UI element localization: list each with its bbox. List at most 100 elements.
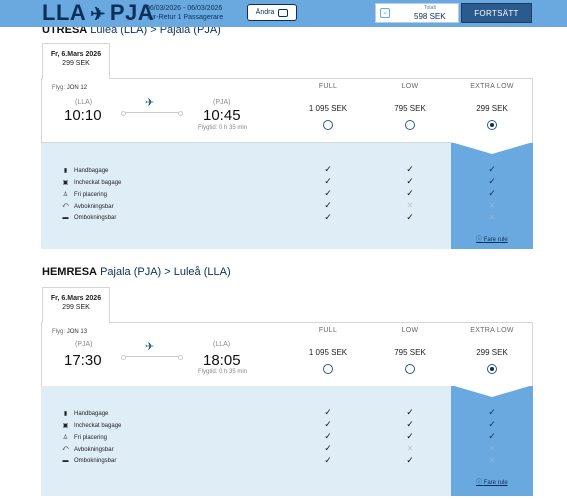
check-icon: ✓ bbox=[324, 164, 332, 174]
outbound-arr-time: 10:45 bbox=[203, 107, 241, 124]
check-icon: ✓ bbox=[324, 200, 332, 210]
check-icon: ✓ bbox=[324, 443, 332, 453]
feature-label: Avbokningsbar bbox=[74, 446, 114, 453]
checked-bag-icon: ▣ bbox=[62, 423, 69, 429]
selected-notch bbox=[451, 385, 533, 397]
outbound-features-panel: ⓘ Fare rule ▮ Handbagage ✓ ✓ ✓ ▣ Incheckat bag… bbox=[41, 142, 533, 249]
fare-rule-link[interactable]: ⓘ Fare rule bbox=[476, 237, 508, 243]
inbound-route: Pajala (PJA) > Luleå (LLA) bbox=[100, 266, 231, 278]
feature-label: Handbagage bbox=[74, 167, 109, 174]
fare-header-full: FULL bbox=[318, 83, 338, 90]
total-value: 598 SEK bbox=[414, 12, 446, 21]
feature-label: Incheckat bagage bbox=[74, 179, 122, 186]
fare-radio-full[interactable] bbox=[323, 364, 333, 374]
outbound-label: UTRESA bbox=[42, 24, 88, 36]
outbound-section-title: UTRESA Luleå (LLA) > Pajala (PJA) bbox=[42, 24, 221, 36]
feature-row: ⤺ Avbokningsbar bbox=[61, 446, 114, 453]
fare-radio-full[interactable] bbox=[323, 120, 333, 130]
check-icon: ✓ bbox=[406, 455, 414, 465]
total-price-box[interactable]: ⌄ Totalt 598 SEK bbox=[375, 3, 459, 23]
top-bar: LLA ✈ PJA 06/03/2026 - 06/03/2026 Tur-Retu… bbox=[0, 0, 567, 27]
check-icon: ✓ bbox=[324, 419, 332, 429]
fare-header-low: LOW bbox=[401, 327, 419, 334]
feature-row: ⤺ Avbokningsbar bbox=[61, 203, 114, 210]
flight-path-line bbox=[121, 355, 183, 360]
fare-price-low: 795 SEK bbox=[394, 348, 426, 357]
check-icon: ✓ bbox=[406, 176, 414, 186]
inbound-flight-card: Flyg: JON 13 (PJA) 17:30 ✈ (LLA) 18:05 F… bbox=[41, 322, 533, 387]
fare-price-full: 1 095 SEK bbox=[308, 348, 348, 357]
x-icon: ✕ bbox=[406, 201, 414, 210]
outbound-arr-code: (PJA) bbox=[213, 99, 231, 106]
outbound-date-tab[interactable]: Fr, 6.Mars 2026 299 SEK bbox=[42, 43, 110, 79]
fare-price-extra-low: 299 SEK bbox=[476, 348, 508, 357]
feature-label: Avbokningsbar bbox=[74, 203, 114, 210]
destination-code: PJA bbox=[109, 0, 155, 25]
plane-icon: ✈ bbox=[90, 4, 106, 24]
x-icon: ✕ bbox=[488, 444, 496, 453]
outbound-duration: Flygtid: 0 h 35 min bbox=[198, 125, 248, 131]
total-label: Totalt bbox=[424, 5, 436, 11]
check-icon: ✓ bbox=[488, 176, 496, 186]
fare-radio-extra-low[interactable] bbox=[487, 120, 497, 130]
plane-icon: ✈ bbox=[145, 341, 155, 353]
chevron-down-icon[interactable]: ⌄ bbox=[380, 8, 390, 18]
fare-rule-link[interactable]: ⓘ Fare rule bbox=[476, 480, 508, 486]
inbound-tab-price: 299 SEK bbox=[62, 304, 90, 311]
inbound-flight-number: Flyg: JON 13 bbox=[52, 329, 88, 335]
rebook-icon: ▬ bbox=[62, 215, 69, 221]
outbound-flight-card: Flyg: JON 12 (LLA) 10:10 ✈ (PJA) 10:45 F… bbox=[41, 78, 533, 143]
feature-row: ▣ Incheckat bagage bbox=[61, 422, 122, 430]
inbound-arr-code: (LLA) bbox=[213, 341, 231, 348]
cancel-icon: ⤺ bbox=[62, 446, 69, 452]
seat-icon: ♙ bbox=[62, 192, 69, 198]
check-icon: ✓ bbox=[406, 407, 414, 417]
check-icon: ✓ bbox=[406, 431, 414, 441]
rebook-icon: ▬ bbox=[62, 458, 69, 464]
feature-row: ▮ Handbagage bbox=[61, 410, 109, 418]
inbound-date-tab[interactable]: Fr, 6.Mars 2026 299 SEK bbox=[42, 287, 110, 323]
change-search-button[interactable]: Ändra bbox=[247, 4, 297, 21]
trip-summary: 06/03/2026 - 06/03/2026 Tur-Retur 1 Pass… bbox=[146, 4, 223, 22]
check-icon: ✓ bbox=[324, 431, 332, 441]
suitcase-icon: ▮ bbox=[63, 168, 68, 174]
check-icon: ✓ bbox=[324, 212, 332, 222]
fare-price-extra-low: 299 SEK bbox=[476, 104, 508, 113]
fare-header-full: FULL bbox=[318, 327, 338, 334]
extra-low-column bbox=[451, 143, 533, 249]
check-icon: ✓ bbox=[324, 188, 332, 198]
fare-radio-low[interactable] bbox=[405, 364, 415, 374]
inbound-section-title: HEMRESA Pajala (PJA) > Luleå (LLA) bbox=[42, 266, 231, 278]
check-icon: ✓ bbox=[488, 164, 496, 174]
cancel-icon: ⤺ bbox=[62, 203, 69, 209]
inbound-dep-code: (PJA) bbox=[75, 341, 93, 348]
inbound-label: HEMRESA bbox=[42, 266, 98, 278]
feature-label: Ombokningsbar bbox=[74, 215, 117, 221]
continue-button[interactable]: FORTSÄTT bbox=[461, 3, 532, 23]
feature-row: ▬ Ombokningsbar bbox=[61, 458, 117, 464]
feature-row: ▮ Handbagage bbox=[61, 167, 109, 175]
feature-label: Fri placering bbox=[74, 191, 108, 198]
check-icon: ✓ bbox=[324, 455, 332, 465]
fare-header-low: LOW bbox=[401, 83, 419, 90]
feature-label: Fri placering bbox=[74, 434, 108, 441]
check-icon: ✓ bbox=[406, 419, 414, 429]
check-icon: ✓ bbox=[488, 431, 496, 441]
seat-icon: ♙ bbox=[62, 435, 69, 441]
fare-price-low: 795 SEK bbox=[394, 104, 426, 113]
feature-row: ▣ Incheckat bagage bbox=[61, 179, 122, 187]
check-icon: ✓ bbox=[406, 164, 414, 174]
fare-price-full: 1 095 SEK bbox=[308, 104, 348, 113]
check-icon: ✓ bbox=[488, 188, 496, 198]
suitcase-icon: ▮ bbox=[63, 411, 68, 417]
fare-radio-extra-low[interactable] bbox=[487, 364, 497, 374]
route-title: LLA ✈ PJA bbox=[42, 0, 154, 27]
change-label: Ändra bbox=[255, 9, 275, 16]
checked-bag-icon: ▣ bbox=[62, 180, 69, 186]
inbound-arr-time: 18:05 bbox=[203, 352, 241, 369]
feature-row: ♙ Fri placering bbox=[61, 191, 108, 199]
extra-low-column bbox=[451, 386, 533, 496]
fare-radio-low[interactable] bbox=[405, 120, 415, 130]
trip-info: Tur-Retur 1 Passagerare bbox=[146, 14, 224, 21]
inbound-tab-date: Fr, 6.Mars 2026 bbox=[50, 295, 102, 302]
